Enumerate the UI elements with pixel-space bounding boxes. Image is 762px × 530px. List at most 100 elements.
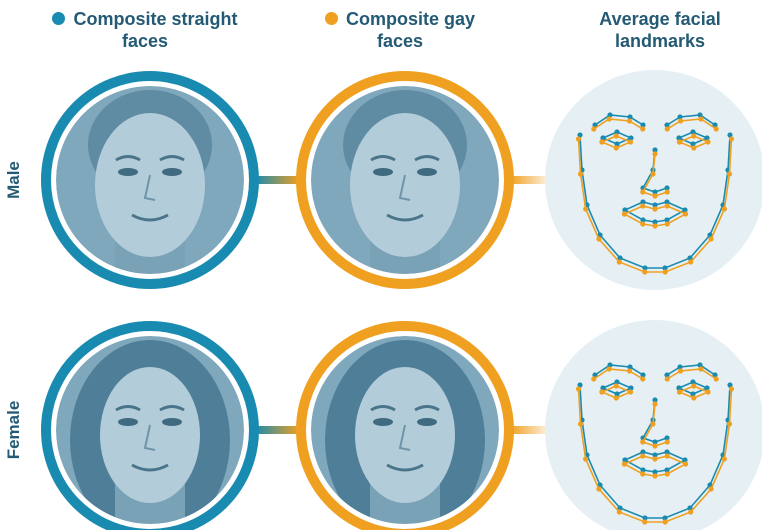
- landmark-dot: [665, 126, 670, 131]
- landmark-dot: [652, 401, 657, 406]
- eye: [162, 168, 182, 176]
- landmark-dot: [714, 126, 719, 131]
- landmark-dot: [591, 376, 596, 381]
- connector: [255, 176, 300, 184]
- landmark-dot: [698, 116, 703, 121]
- landmark-dot: [640, 471, 645, 476]
- landmark-dot: [578, 171, 583, 176]
- eye: [417, 168, 437, 176]
- landmark-dot: [591, 126, 596, 131]
- landmark-dot: [614, 133, 619, 138]
- landmark-dot: [652, 151, 657, 156]
- landmark-dot: [677, 139, 682, 144]
- landmark-dot: [677, 389, 682, 394]
- landmark-dot: [683, 211, 688, 216]
- skin: [100, 367, 200, 503]
- landmark-dot: [688, 259, 693, 264]
- landmark-dot: [642, 519, 647, 524]
- header-landmarks: Average facial landmarks: [575, 8, 745, 52]
- page: {"headers":["Composite straight faces","…: [0, 0, 762, 530]
- landmark-dot: [691, 145, 696, 150]
- landmark-dot: [665, 439, 670, 444]
- header-gay: Composite gay faces: [300, 8, 500, 52]
- landmark-dot: [607, 116, 612, 121]
- landmark-dot: [640, 439, 645, 444]
- landmark-dot: [683, 461, 688, 466]
- landmark-dot: [650, 421, 655, 426]
- landmark-dot: [576, 136, 581, 141]
- landmark-dot: [698, 366, 703, 371]
- landmark-dot: [622, 211, 627, 216]
- header-text: Composite straight faces: [73, 9, 237, 51]
- landmark-dot: [665, 453, 670, 458]
- eye: [118, 418, 138, 426]
- landmark-dot: [583, 456, 588, 461]
- header-straight: Composite straight faces: [30, 8, 260, 52]
- landmark-dot: [642, 269, 647, 274]
- skin: [350, 113, 460, 257]
- landmark-dot: [678, 118, 683, 123]
- landmark-dot: [691, 395, 696, 400]
- landmark-dot: [614, 395, 619, 400]
- connector: [510, 426, 550, 434]
- landmark-dot: [688, 509, 693, 514]
- landmark-dot: [709, 236, 714, 241]
- landmark-dot: [576, 386, 581, 391]
- landmark-dot: [614, 383, 619, 388]
- row-label: Female: [4, 390, 24, 470]
- landmark-dot: [727, 421, 732, 426]
- eye: [417, 418, 437, 426]
- landmark-dot: [640, 453, 645, 458]
- landmark-dot: [705, 139, 710, 144]
- landmark-dot: [678, 368, 683, 373]
- landmark-dot: [640, 376, 645, 381]
- landmark-bg: [545, 70, 762, 290]
- landmark-dot: [628, 139, 633, 144]
- landmark-dot: [627, 118, 632, 123]
- landmark-dot: [607, 366, 612, 371]
- landmark-dot: [599, 389, 604, 394]
- skin: [355, 367, 455, 503]
- landmark-dot: [628, 389, 633, 394]
- landmark-dot: [627, 368, 632, 373]
- landmark-dot: [665, 376, 670, 381]
- landmark-dot: [714, 376, 719, 381]
- landmark-dot: [722, 206, 727, 211]
- landmark-dot: [665, 471, 670, 476]
- landmark-dot: [663, 519, 668, 524]
- landmark-dot: [652, 223, 657, 228]
- connector: [255, 426, 300, 434]
- eye: [373, 168, 393, 176]
- landmark-dot: [652, 193, 657, 198]
- landmark-dot: [640, 189, 645, 194]
- landmark-dot: [617, 509, 622, 514]
- landmark-dot: [665, 189, 670, 194]
- landmark-dot: [599, 139, 604, 144]
- eye: [373, 418, 393, 426]
- landmark-dot: [665, 203, 670, 208]
- landmark-dot: [729, 386, 734, 391]
- landmark-dot: [640, 221, 645, 226]
- landmark-dot: [663, 269, 668, 274]
- landmark-dot: [705, 389, 710, 394]
- eye: [162, 418, 182, 426]
- landmark-dot: [729, 136, 734, 141]
- landmark-dot: [652, 443, 657, 448]
- artwork: [0, 0, 762, 530]
- landmark-dot: [614, 145, 619, 150]
- landmark-dot: [722, 456, 727, 461]
- connector: [510, 176, 550, 184]
- landmark-dot: [617, 259, 622, 264]
- landmark-dot: [652, 206, 657, 211]
- landmark-dot: [727, 171, 732, 176]
- landmark-dot: [578, 421, 583, 426]
- skin: [95, 113, 205, 257]
- landmark-dot: [665, 221, 670, 226]
- landmark-dot: [596, 236, 601, 241]
- landmark-dot: [622, 461, 627, 466]
- eye: [118, 168, 138, 176]
- landmark-dot: [709, 486, 714, 491]
- landmark-dot: [691, 383, 696, 388]
- landmark-dot: [583, 206, 588, 211]
- header-text: Composite gay faces: [346, 9, 475, 51]
